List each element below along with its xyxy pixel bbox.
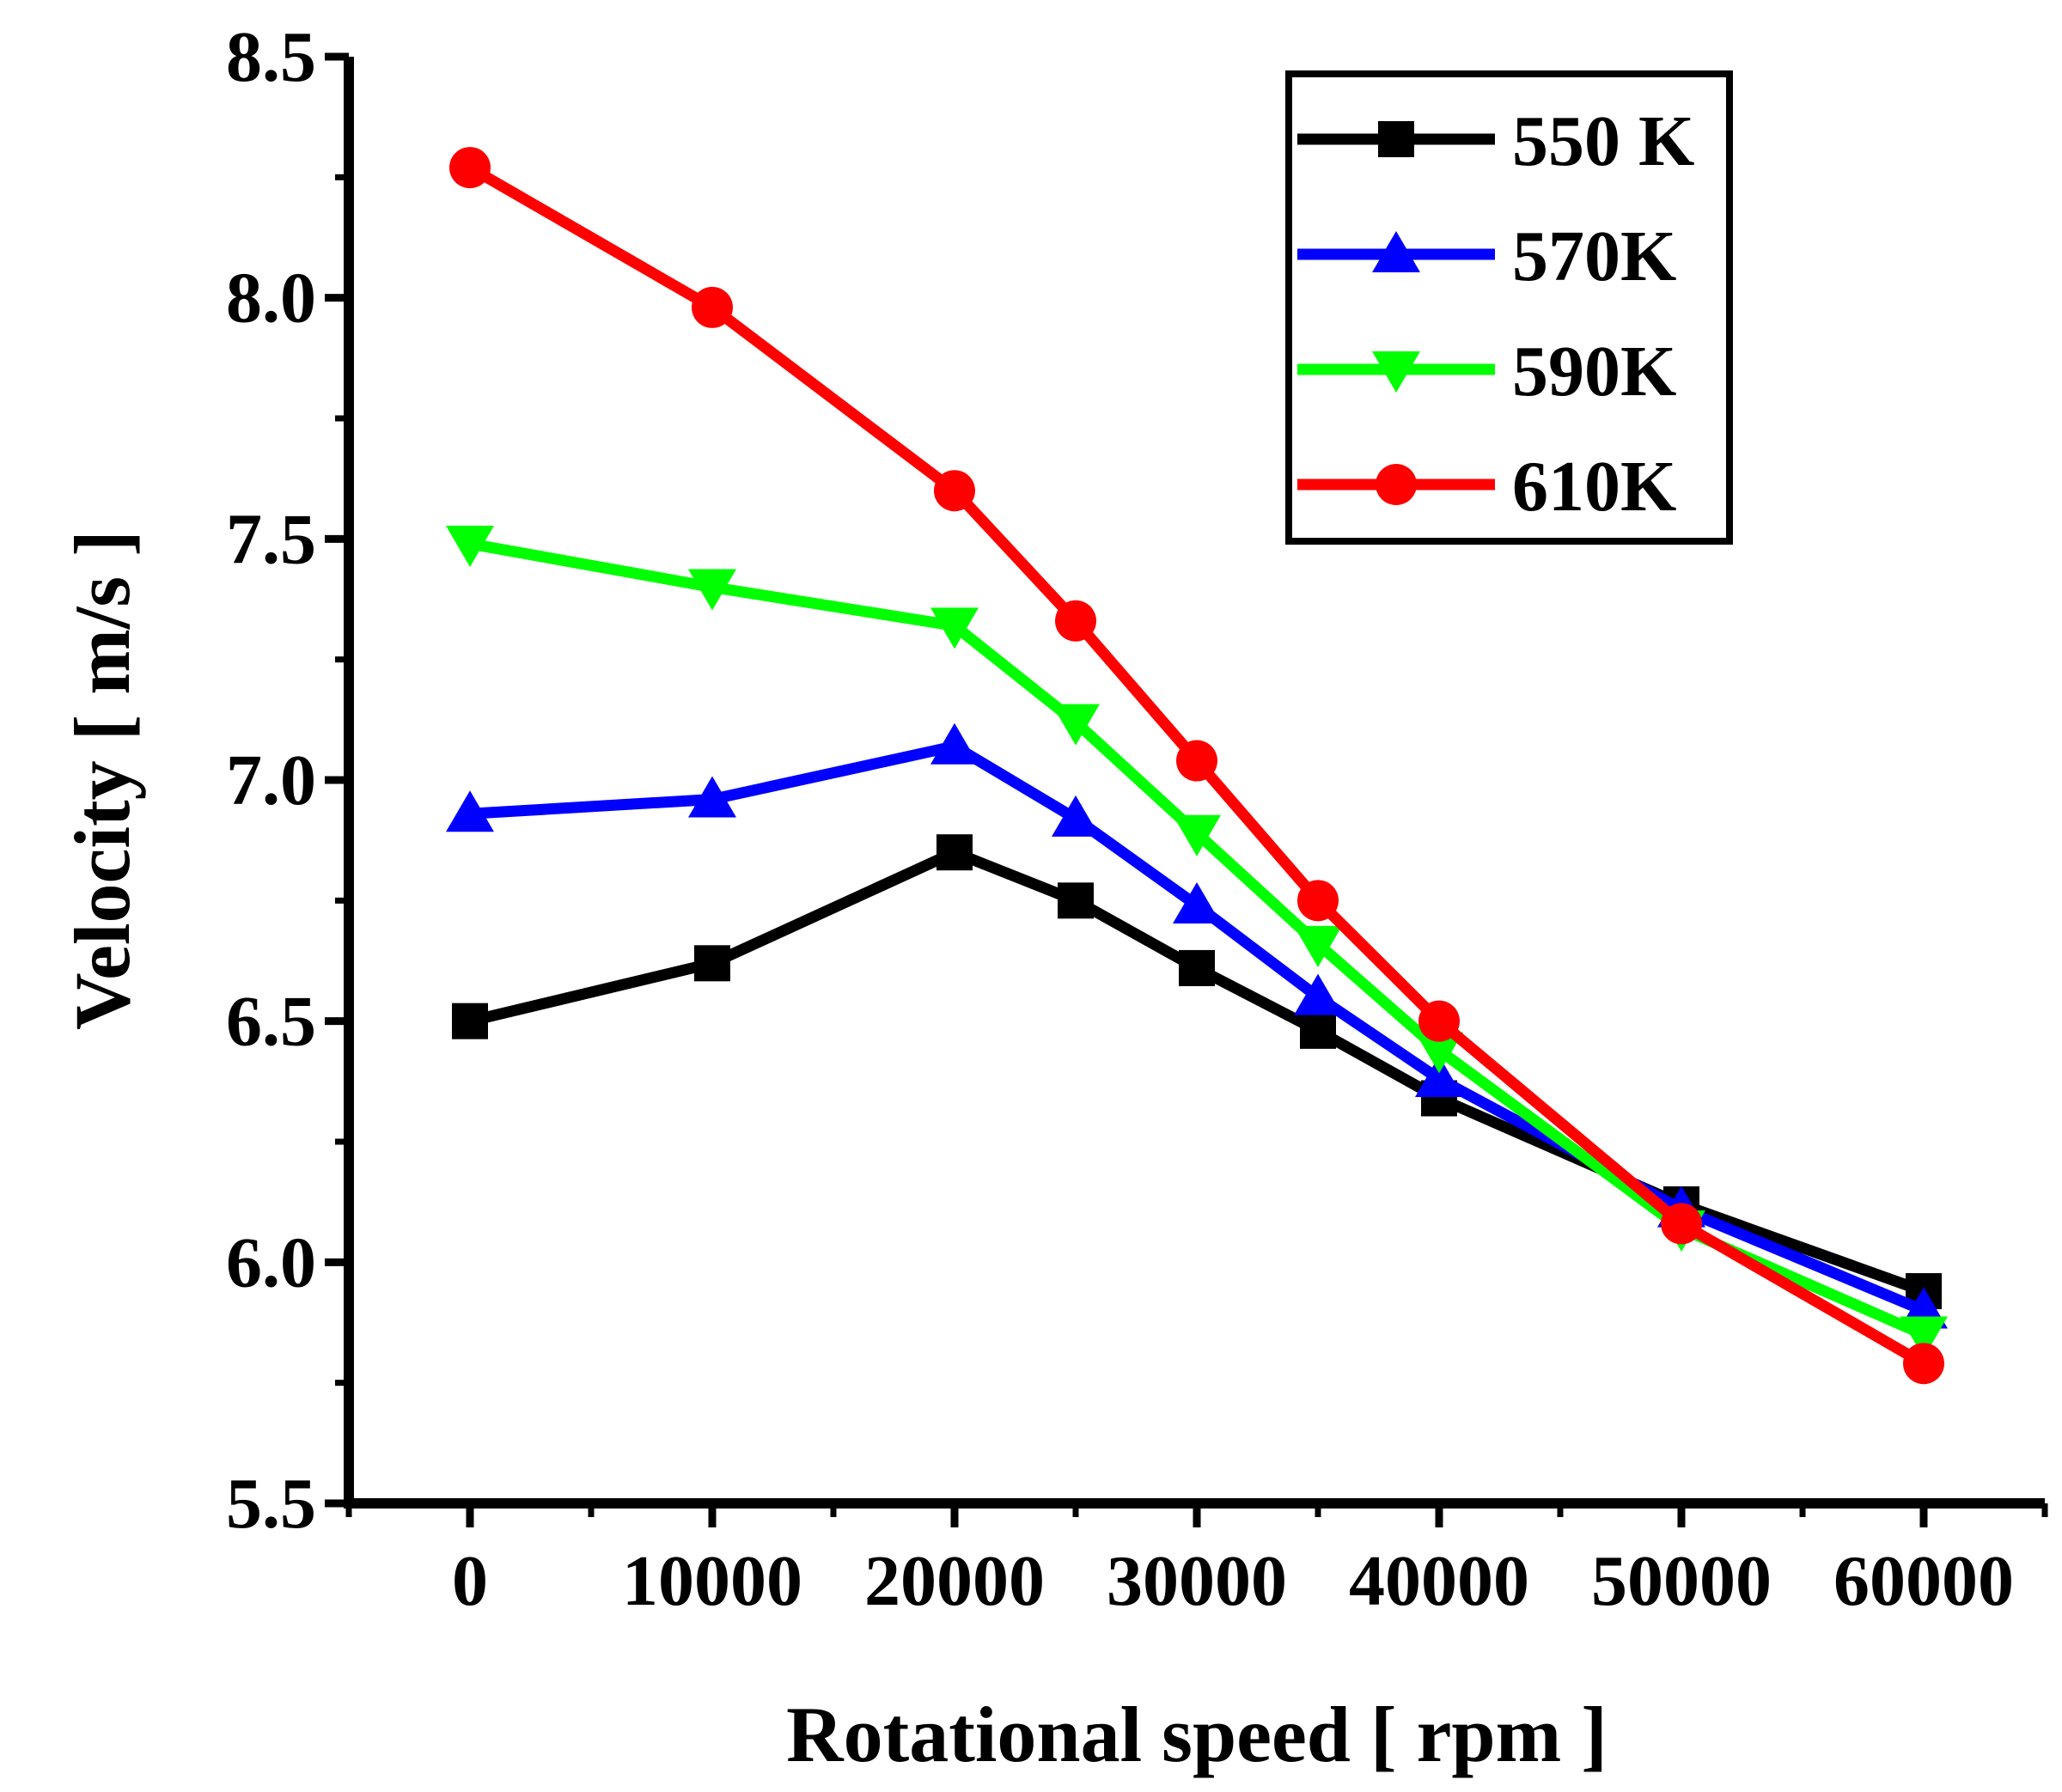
data-point: [1176, 740, 1217, 782]
data-point: [1661, 1203, 1702, 1245]
data-point: [449, 147, 491, 189]
legend-item: 610K: [1297, 447, 1676, 527]
data-point: [694, 945, 730, 982]
series-layer: [446, 147, 1948, 1385]
y-tick-label: 8.0: [226, 259, 316, 338]
data-point: [692, 286, 733, 328]
data-point: [1900, 1316, 1948, 1358]
legend-marker: [1376, 464, 1417, 505]
data-point: [1173, 881, 1221, 923]
data-point: [1052, 795, 1100, 837]
legend-item: 590K: [1297, 332, 1676, 411]
x-tick-label: 50000: [1591, 1541, 1772, 1621]
data-point: [446, 525, 494, 567]
x-tick-label: 60000: [1833, 1541, 2014, 1621]
series-570k: [446, 722, 1948, 1329]
data-point: [930, 722, 979, 765]
x-tick-label: 0: [452, 1541, 488, 1621]
legend-box: [1285, 70, 1733, 545]
data-point: [446, 790, 494, 832]
data-point: [1179, 949, 1215, 986]
y-tick-label: 7.5: [226, 499, 316, 579]
y-tick-label: 6.0: [226, 1222, 316, 1302]
legend-marker: [1372, 231, 1420, 272]
y-axis-title: Velocity [ m/s ]: [58, 530, 146, 1030]
data-point: [1052, 704, 1100, 746]
data-point: [930, 607, 979, 649]
data-point: [452, 1003, 488, 1039]
x-tick-label: 10000: [622, 1541, 802, 1621]
legend-label: 590K: [1512, 332, 1676, 411]
axes-layer: 5.5 6.0 6.5 7.0 7.5 8.0 8.5 0 10000 20000 30000 400…: [226, 17, 2048, 1621]
legend-marker: [1378, 121, 1414, 157]
series-610k: [449, 147, 1944, 1385]
legend: 550 K 570K 590K 610K: [1285, 70, 1733, 545]
y-tick-label: 8.5: [226, 17, 316, 97]
x-axis-title: Rotational speed [ rpm ]: [786, 1691, 1608, 1778]
data-point: [1294, 925, 1342, 967]
legend-item: 570K: [1297, 216, 1676, 296]
data-point: [1058, 882, 1094, 919]
x-tick-label: 40000: [1349, 1541, 1529, 1621]
data-point: [1418, 1000, 1460, 1042]
y-tick-label: 6.5: [226, 982, 316, 1062]
legend-label: 610K: [1512, 447, 1676, 527]
legend-label: 550 K: [1512, 101, 1694, 181]
data-point: [936, 834, 973, 871]
data-point: [1173, 814, 1221, 856]
y-tick-label: 7.0: [226, 741, 316, 820]
data-point: [688, 569, 736, 611]
legend-item: 550 K: [1297, 101, 1694, 181]
data-point: [1415, 1032, 1463, 1074]
x-tick-label: 20000: [864, 1541, 1045, 1621]
data-point: [1415, 1056, 1463, 1098]
data-point: [1297, 880, 1339, 922]
series-590k: [446, 525, 1948, 1358]
data-point: [1300, 1012, 1336, 1049]
y-tick-label: 5.5: [226, 1464, 316, 1544]
legend-marker: [1372, 351, 1420, 393]
data-point: [1055, 600, 1096, 642]
data-point: [688, 776, 736, 818]
x-tick-label: 30000: [1107, 1541, 1287, 1621]
data-point: [1294, 973, 1342, 1015]
legend-label: 570K: [1512, 216, 1676, 296]
data-point: [1903, 1343, 1944, 1385]
data-point: [934, 470, 975, 512]
